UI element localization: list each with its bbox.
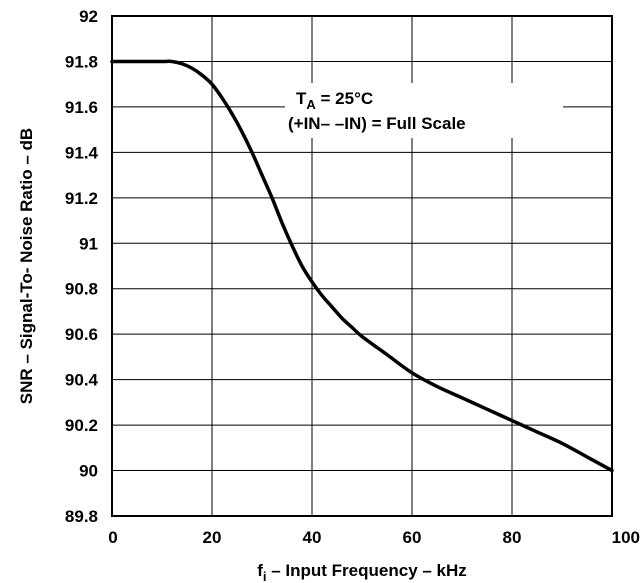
series-snr-curve xyxy=(110,59,614,473)
plot-frame xyxy=(111,15,613,517)
x-tick-label: 60 xyxy=(403,528,422,547)
y-tick-label: 90.6 xyxy=(65,325,98,344)
annotation-background xyxy=(285,83,563,138)
y-tick-label: 91.8 xyxy=(65,52,98,71)
annotation-temperature: TA = 25°C xyxy=(296,89,373,112)
y-tick-label: 92 xyxy=(79,7,98,26)
x-tick-label: 100 xyxy=(612,528,640,547)
y-tick-label: 89.8 xyxy=(65,507,98,526)
x-tick-label: 0 xyxy=(108,528,117,547)
y-tick-label: 91.2 xyxy=(65,189,98,208)
y-tick-label: 90.2 xyxy=(65,416,98,435)
y-tick-label: 91.4 xyxy=(65,143,99,162)
y-tick-label: 90.4 xyxy=(65,371,99,390)
x-tick-label: 20 xyxy=(203,528,222,547)
y-tick-label: 91.6 xyxy=(65,98,98,117)
x-tick-label: 80 xyxy=(503,528,522,547)
y-tick-label: 90 xyxy=(79,462,98,481)
x-tick-labels: 0 20 40 60 80 100 xyxy=(108,528,640,547)
y-tick-label: 90.8 xyxy=(65,280,98,299)
y-axis-title: SNR – Signal-To- Noise Ratio – dB xyxy=(17,128,36,404)
y-tick-labels: 92 91.8 91.6 91.4 91.2 91 90.8 90.6 90.4 90.2 90 89… xyxy=(65,7,99,526)
x-axis-title: fi – Input Frequency – kHz xyxy=(257,561,467,583)
x-tick-label: 40 xyxy=(303,528,322,547)
y-tick-label: 91 xyxy=(79,234,98,253)
annotation-full-scale: (+IN– –IN) = Full Scale xyxy=(288,114,466,133)
